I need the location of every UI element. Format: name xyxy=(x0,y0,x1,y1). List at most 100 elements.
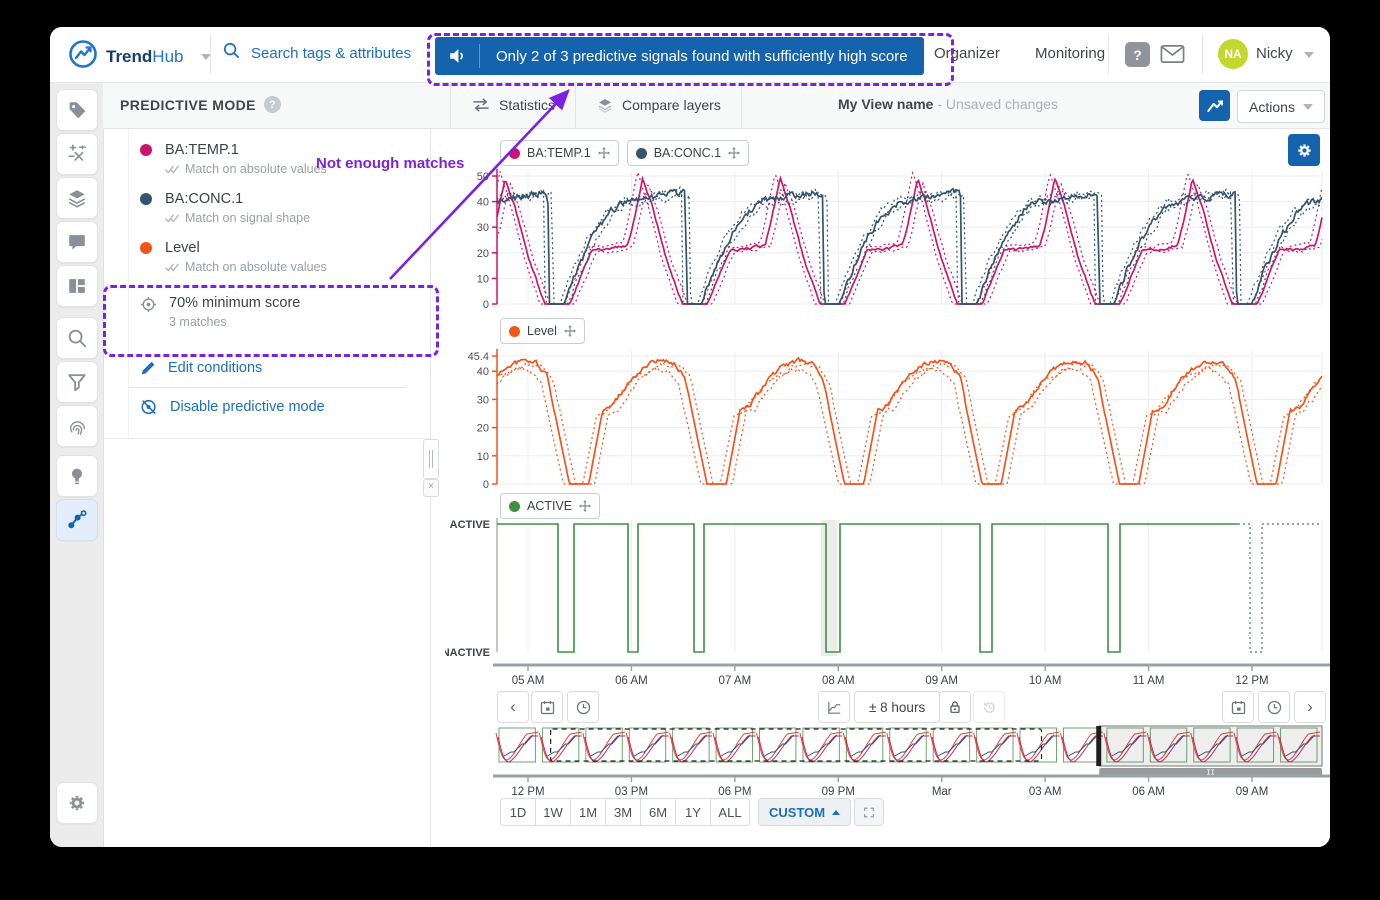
svg-text:30: 30 xyxy=(477,222,489,234)
search-bar[interactable] xyxy=(222,41,453,65)
predictive-panel: BA:TEMP.1 Match on absolute values BA:CO… xyxy=(103,128,431,847)
end-date-button[interactable] xyxy=(1222,691,1254,723)
series-color-dot xyxy=(509,148,520,159)
range-all-button[interactable]: ALL xyxy=(711,798,750,826)
profile-search-tool-button[interactable] xyxy=(56,405,98,447)
range-custom-button[interactable]: CUSTOM xyxy=(758,798,851,826)
brand-name: TrendHub xyxy=(106,47,183,67)
formula-tool-button[interactable] xyxy=(56,133,98,175)
range-1d-button[interactable]: 1D xyxy=(500,798,536,826)
predictive-notification[interactable]: Only 2 of 3 predictive signals found wit… xyxy=(435,37,924,75)
panel-title: PREDICTIVE MODE ? xyxy=(120,96,281,113)
range-3m-button[interactable]: 3M xyxy=(606,798,641,826)
user-menu-caret-icon[interactable] xyxy=(1304,52,1314,58)
svg-text:10: 10 xyxy=(477,273,489,285)
chart-area: BA:TEMP.1 BA:CONC.1 50403020100 Level 45… xyxy=(430,128,1330,847)
avatar[interactable]: NA xyxy=(1218,39,1248,69)
start-time-button[interactable] xyxy=(567,691,599,723)
capsule-time-button[interactable] xyxy=(818,691,850,723)
end-time-button[interactable] xyxy=(1258,691,1290,723)
legend-row-2: Level xyxy=(500,318,585,344)
move-icon xyxy=(579,500,591,512)
search-input[interactable] xyxy=(249,44,453,63)
legend-level[interactable]: Level xyxy=(500,318,585,344)
compare-layers-button[interactable]: Compare layers xyxy=(576,82,742,128)
clock-icon xyxy=(575,699,592,716)
fingerprint-icon xyxy=(66,415,88,437)
nav-organizer[interactable]: Organizer xyxy=(934,45,1000,62)
trend-chart-top[interactable]: 50403020100 xyxy=(445,166,1330,316)
annotate-tool-button[interactable] xyxy=(56,221,98,263)
range-6m-button[interactable]: 6M xyxy=(641,798,676,826)
history-icon xyxy=(981,699,998,716)
user-name[interactable]: Nicky xyxy=(1256,45,1293,62)
trend-chart-level[interactable]: 45.4403020100 xyxy=(445,346,1330,496)
range-1w-button[interactable]: 1W xyxy=(536,798,571,826)
svg-text:08 AM: 08 AM xyxy=(822,675,855,687)
legend-ba-temp[interactable]: BA:TEMP.1 xyxy=(500,140,619,166)
nav-monitoring[interactable]: Monitoring xyxy=(1035,45,1105,62)
filter-tool-button[interactable] xyxy=(56,361,98,403)
step-back-button[interactable]: ‹ xyxy=(497,691,529,723)
divider xyxy=(103,438,430,439)
svg-text:40: 40 xyxy=(477,366,489,378)
statistics-button[interactable]: Statistics xyxy=(450,82,576,128)
search-tool-button[interactable] xyxy=(56,317,98,359)
organize-tool-button[interactable] xyxy=(56,265,98,307)
predictive-icon xyxy=(65,508,89,532)
predictive-tool-button[interactable] xyxy=(56,499,98,541)
reset-time-button[interactable] xyxy=(973,691,1005,723)
panel-close-button[interactable]: × xyxy=(423,479,439,497)
score-matches: 3 matches xyxy=(169,315,300,329)
layers-tool-button[interactable] xyxy=(56,177,98,219)
app-window: TrendHub Only 2 of 3 predictive signals … xyxy=(50,27,1330,847)
condition-chart[interactable]: ACTIVEINACTIVE xyxy=(445,512,1330,670)
start-date-button[interactable] xyxy=(531,691,563,723)
signal-item-temp[interactable]: BA:TEMP.1 Match on absolute values xyxy=(140,142,327,176)
divider xyxy=(210,35,211,74)
range-1y-button[interactable]: 1Y xyxy=(676,798,711,826)
layers-icon xyxy=(596,96,614,114)
gear-icon xyxy=(1295,141,1314,160)
panel-help-icon[interactable]: ? xyxy=(264,96,281,113)
legend-active[interactable]: ACTIVE xyxy=(500,493,600,519)
range-1m-button[interactable]: 1M xyxy=(571,798,606,826)
signal-color-dot xyxy=(140,144,152,156)
help-button[interactable]: ? xyxy=(1125,42,1150,67)
lightbulb-icon xyxy=(66,465,88,487)
move-icon xyxy=(564,325,576,337)
messages-button[interactable] xyxy=(1160,44,1185,69)
time-axis[interactable]: 05 AM06 AM07 AM08 AM09 AM10 AM11 AM12 PM xyxy=(445,659,1330,689)
edit-conditions-link[interactable]: Edit conditions xyxy=(140,360,262,376)
minimum-score-item[interactable]: 70% minimum score 3 matches xyxy=(140,295,300,329)
svg-text:ACTIVE: ACTIVE xyxy=(450,519,490,531)
score-label: 70% minimum score xyxy=(169,295,300,311)
trend-view-button[interactable] xyxy=(1199,90,1230,121)
settings-button[interactable] xyxy=(56,782,98,824)
double-check-icon xyxy=(165,213,179,224)
signal-item-level[interactable]: Level Match on absolute values xyxy=(140,240,327,274)
view-title[interactable]: My View name - Unsaved changes xyxy=(838,96,1058,112)
disable-predictive-link[interactable]: Disable predictive mode xyxy=(140,398,325,416)
divider xyxy=(1202,35,1203,74)
swap-arrows-icon xyxy=(471,97,491,113)
duration-button[interactable]: ± 8 hours xyxy=(854,691,940,723)
insights-tool-button[interactable] xyxy=(56,455,98,497)
timeline-overview[interactable]: II12 PM03 PM06 PM09 PMMar03 AM06 AM09 AM xyxy=(445,724,1330,802)
brand[interactable]: TrendHub xyxy=(68,39,211,74)
signal-color-dot xyxy=(140,242,152,254)
fullscreen-button[interactable] xyxy=(854,798,884,826)
legend-ba-conc[interactable]: BA:CONC.1 xyxy=(627,140,749,166)
step-forward-button[interactable]: › xyxy=(1294,691,1326,723)
calendar-icon xyxy=(1230,699,1247,716)
svg-text:06 PM: 06 PM xyxy=(718,786,751,798)
svg-text:05 AM: 05 AM xyxy=(512,675,545,687)
actions-button[interactable]: Actions xyxy=(1237,90,1325,123)
predictive-off-icon xyxy=(140,398,158,416)
signal-item-conc[interactable]: BA:CONC.1 Match on signal shape xyxy=(140,191,310,225)
panel-resize-handle[interactable] xyxy=(423,439,439,479)
tags-tool-button[interactable] xyxy=(56,89,98,131)
chart-settings-button[interactable] xyxy=(1288,134,1320,166)
caret-up-icon xyxy=(832,810,840,815)
lock-duration-button[interactable] xyxy=(939,691,971,723)
